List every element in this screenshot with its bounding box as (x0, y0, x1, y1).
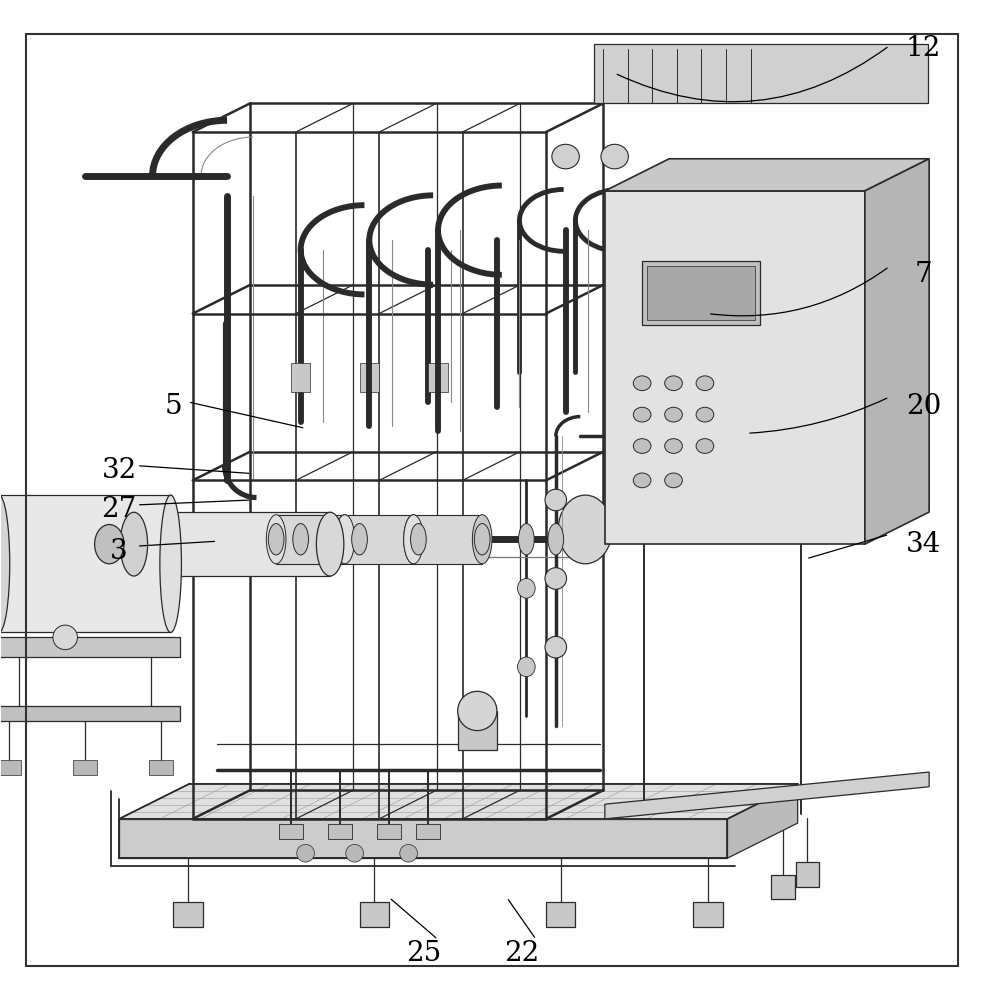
Ellipse shape (345, 844, 363, 862)
Polygon shape (605, 191, 865, 544)
Polygon shape (796, 862, 820, 887)
Polygon shape (0, 495, 170, 632)
Text: 7: 7 (915, 261, 933, 288)
Ellipse shape (545, 568, 567, 589)
Ellipse shape (335, 515, 354, 564)
Ellipse shape (159, 495, 181, 632)
Polygon shape (416, 824, 440, 839)
Polygon shape (693, 902, 722, 927)
Ellipse shape (53, 625, 78, 650)
Polygon shape (428, 363, 448, 392)
Ellipse shape (696, 376, 713, 391)
Ellipse shape (472, 515, 492, 564)
Ellipse shape (400, 844, 417, 862)
Ellipse shape (519, 524, 534, 555)
Ellipse shape (548, 524, 564, 555)
Ellipse shape (351, 524, 367, 555)
Ellipse shape (545, 636, 567, 658)
Polygon shape (377, 824, 400, 839)
Ellipse shape (267, 515, 286, 564)
Ellipse shape (403, 515, 423, 564)
Ellipse shape (293, 524, 309, 555)
Polygon shape (173, 902, 203, 927)
Ellipse shape (335, 515, 354, 564)
Polygon shape (771, 875, 795, 899)
Text: 12: 12 (906, 35, 942, 62)
Ellipse shape (317, 512, 343, 576)
Polygon shape (119, 819, 727, 858)
Ellipse shape (665, 376, 682, 391)
Ellipse shape (94, 525, 124, 564)
Ellipse shape (552, 144, 580, 169)
Text: 32: 32 (101, 457, 137, 484)
Ellipse shape (634, 439, 651, 453)
Ellipse shape (474, 524, 490, 555)
Polygon shape (647, 266, 755, 320)
Polygon shape (291, 363, 311, 392)
Ellipse shape (518, 657, 535, 677)
Polygon shape (73, 760, 96, 775)
Polygon shape (605, 772, 929, 819)
Ellipse shape (0, 495, 10, 632)
Text: 25: 25 (405, 940, 441, 967)
Polygon shape (359, 902, 389, 927)
Polygon shape (413, 515, 482, 564)
Ellipse shape (634, 376, 651, 391)
Ellipse shape (601, 144, 629, 169)
Ellipse shape (545, 489, 567, 511)
Ellipse shape (634, 407, 651, 422)
Ellipse shape (665, 407, 682, 422)
Polygon shape (359, 363, 379, 392)
Text: 3: 3 (110, 538, 128, 565)
Polygon shape (593, 44, 928, 103)
Polygon shape (0, 760, 21, 775)
Text: 20: 20 (906, 393, 942, 420)
Ellipse shape (696, 407, 713, 422)
Text: 22: 22 (504, 940, 539, 967)
Polygon shape (328, 824, 351, 839)
Polygon shape (727, 784, 798, 858)
Ellipse shape (403, 515, 423, 564)
Ellipse shape (665, 439, 682, 453)
Text: 27: 27 (101, 496, 137, 523)
Ellipse shape (410, 524, 426, 555)
Ellipse shape (120, 512, 148, 576)
Ellipse shape (518, 578, 535, 598)
Polygon shape (119, 784, 798, 819)
Ellipse shape (558, 495, 612, 564)
Ellipse shape (696, 439, 713, 453)
Ellipse shape (634, 473, 651, 488)
Polygon shape (0, 706, 180, 721)
Polygon shape (134, 512, 330, 576)
Polygon shape (149, 760, 172, 775)
Ellipse shape (665, 473, 682, 488)
Polygon shape (605, 159, 929, 191)
Polygon shape (865, 159, 929, 544)
Polygon shape (546, 902, 576, 927)
Ellipse shape (269, 524, 284, 555)
Polygon shape (458, 711, 497, 750)
Ellipse shape (297, 844, 315, 862)
Polygon shape (643, 261, 760, 325)
Text: 5: 5 (164, 393, 182, 420)
Polygon shape (344, 515, 413, 564)
Text: 34: 34 (906, 531, 942, 558)
Polygon shape (0, 637, 180, 657)
Ellipse shape (458, 691, 497, 731)
Polygon shape (279, 824, 303, 839)
Polygon shape (277, 515, 344, 564)
